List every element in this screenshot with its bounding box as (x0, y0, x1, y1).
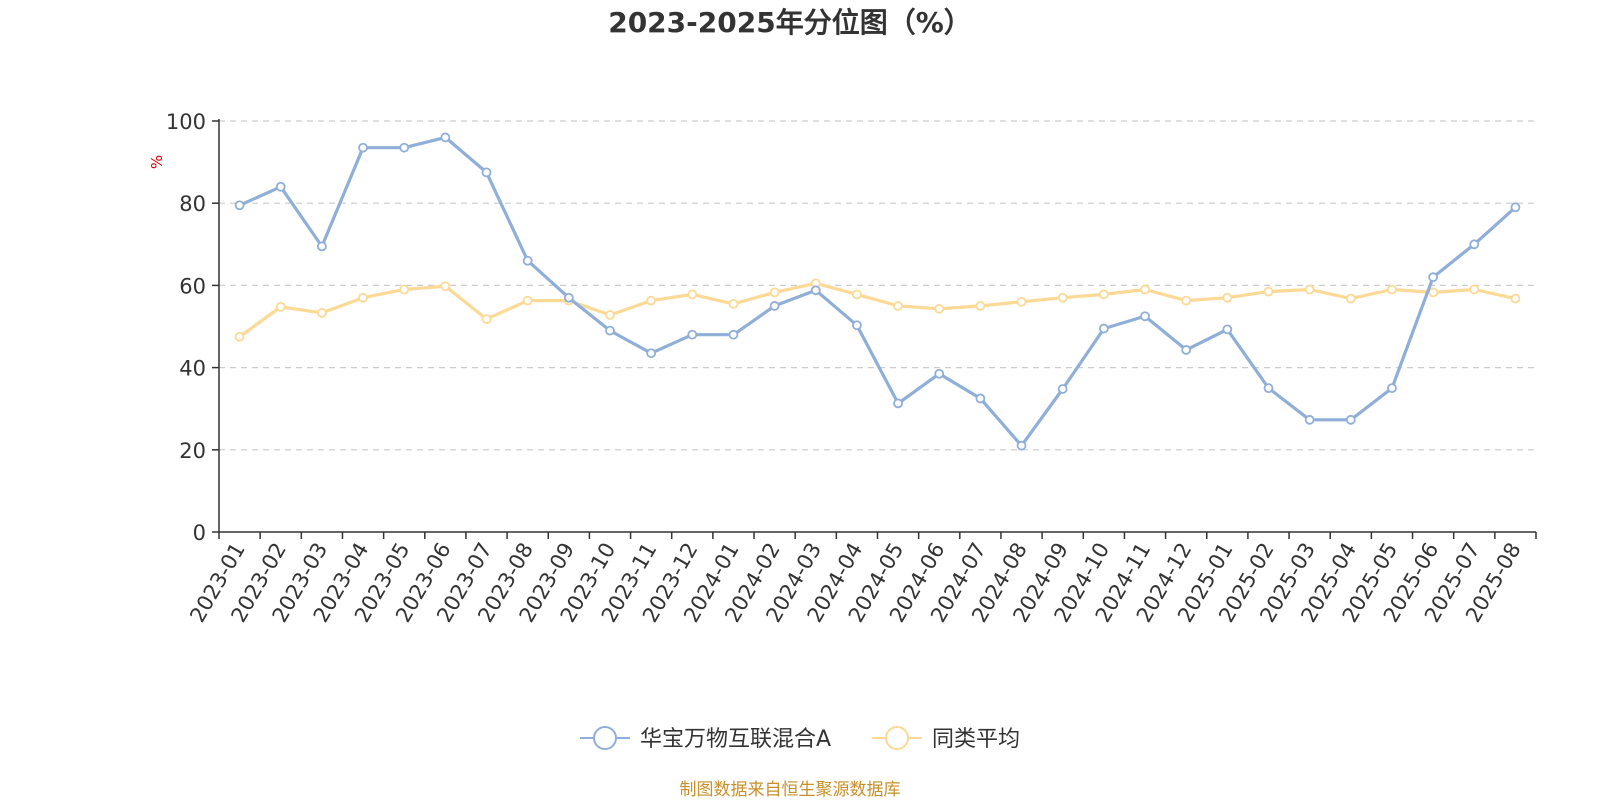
y-axis-ticks: 0 20 40 60 80 100 (166, 110, 219, 545)
data-point[interactable] (316, 241, 327, 252)
data-point[interactable] (1222, 292, 1233, 303)
data-point[interactable] (1345, 293, 1356, 304)
data-point[interactable] (687, 289, 698, 300)
data-point[interactable] (563, 292, 574, 303)
data-point[interactable] (1016, 296, 1027, 307)
data-point[interactable] (1345, 414, 1356, 425)
data-point[interactable] (234, 200, 245, 211)
data-point[interactable] (1469, 239, 1480, 250)
data-point[interactable] (769, 301, 780, 311)
series-layer (234, 132, 1521, 451)
data-point[interactable] (275, 181, 286, 192)
data-point[interactable] (358, 142, 368, 153)
series-line (238, 281, 1516, 339)
data-point[interactable] (605, 310, 615, 320)
data-point[interactable] (275, 301, 286, 312)
data-point[interactable] (975, 301, 986, 311)
data-point[interactable] (522, 255, 533, 266)
data-point[interactable] (893, 301, 903, 311)
data-point[interactable] (1428, 287, 1439, 298)
data-point[interactable] (1098, 289, 1109, 300)
data-point[interactable] (1140, 311, 1150, 322)
data-point[interactable] (399, 284, 410, 295)
data-point[interactable] (1057, 292, 1068, 303)
data-point[interactable] (1387, 284, 1397, 295)
data-point[interactable] (975, 393, 986, 404)
data-point[interactable] (769, 287, 780, 298)
legend-marker (593, 726, 617, 750)
data-point[interactable] (1016, 440, 1027, 451)
data-point[interactable] (893, 398, 903, 409)
data-point[interactable] (605, 325, 615, 336)
data-point[interactable] (481, 314, 492, 325)
data-point[interactable] (1263, 286, 1274, 297)
data-point[interactable] (316, 308, 327, 318)
legend-item-1[interactable]: 同类平均 (872, 726, 1020, 752)
y-tick-label: 100 (166, 110, 206, 134)
data-point[interactable] (1098, 323, 1109, 334)
data-point[interactable] (1428, 272, 1439, 283)
legend-label: 同类平均 (932, 727, 1020, 752)
data-point[interactable] (646, 348, 657, 359)
y-tick-label: 0 (193, 521, 206, 545)
data-point[interactable] (1057, 384, 1068, 394)
data-point[interactable] (522, 295, 533, 306)
data-point[interactable] (1510, 293, 1521, 304)
data-point[interactable] (1387, 383, 1397, 394)
data-point[interactable] (1181, 295, 1192, 306)
legend-label: 华宝万物互联混合A (640, 727, 831, 752)
legend-marker (885, 726, 909, 750)
data-point[interactable] (687, 329, 698, 340)
data-point[interactable] (810, 285, 821, 296)
data-point[interactable] (1222, 324, 1233, 335)
data-point[interactable] (1263, 383, 1274, 394)
data-point[interactable] (852, 320, 862, 331)
data-point[interactable] (728, 329, 739, 340)
legend[interactable]: 华宝万物互联混合A 同类平均 (580, 726, 1020, 752)
data-point[interactable] (1304, 414, 1315, 425)
data-point[interactable] (1304, 284, 1315, 295)
grid-lines (219, 120, 1536, 451)
data-point[interactable] (646, 295, 657, 306)
y-tick-label: 20 (179, 439, 206, 463)
data-point[interactable] (1140, 284, 1150, 295)
data-point[interactable] (852, 289, 862, 300)
legend-item-0[interactable]: 华宝万物互联混合A (580, 726, 831, 752)
data-point[interactable] (934, 303, 945, 314)
y-axis-unit: % (148, 155, 166, 169)
source-note: 制图数据来自恒生聚源数据库 (680, 780, 901, 800)
y-tick-label: 40 (179, 357, 206, 381)
y-tick-label: 80 (179, 192, 206, 216)
series-line (238, 135, 1517, 448)
data-point[interactable] (358, 292, 368, 303)
data-point[interactable] (728, 298, 739, 309)
data-point[interactable] (934, 368, 945, 379)
data-point[interactable] (1469, 284, 1480, 295)
y-tick-label: 60 (179, 274, 206, 298)
chart-title: 2023-2025年分位图（%） (608, 6, 972, 39)
axes (218, 119, 1536, 533)
data-point[interactable] (440, 281, 451, 292)
data-point[interactable] (440, 132, 451, 143)
x-axis-ticks: 2023-012023-022023-032023-042023-052023-… (185, 532, 1537, 626)
data-point[interactable] (481, 167, 492, 178)
data-point[interactable] (1510, 202, 1521, 213)
data-point[interactable] (234, 331, 245, 342)
data-point[interactable] (399, 142, 410, 153)
series-0 (234, 132, 1521, 451)
data-point[interactable] (1181, 345, 1192, 355)
series-1 (234, 278, 1521, 342)
